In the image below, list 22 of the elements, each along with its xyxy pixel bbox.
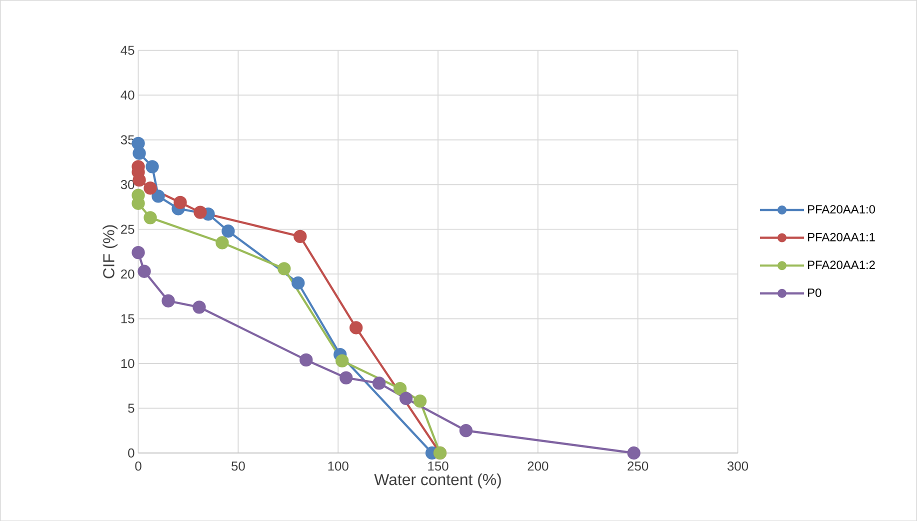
y-tick-label: 0 [128,448,134,458]
y-tick-label: 5 [128,404,134,413]
y-tick-label: 10 [121,358,134,368]
y-tick-label: 15 [121,314,134,324]
legend-label: PFA20AA1:1 [808,232,875,242]
y-tick-label: 40 [120,90,134,100]
x-tick-label: 150 [428,461,448,471]
y-tick-label: 45 [120,46,134,55]
x-tick-label: 200 [528,461,548,471]
y-tick-label: 25 [121,224,134,234]
y-axis-title: CIF (%) [102,225,118,278]
legend-label: P0 [808,288,822,297]
legend-label: PFA20AA1:0 [808,204,876,214]
x-tick-label: 100 [328,461,348,471]
y-tick-label: 30 [120,180,134,189]
x-tick-label: 50 [232,461,245,471]
legend-label: PFA20AA1:2 [808,260,875,269]
x-tick-label: 0 [135,461,142,471]
y-tick-label: 20 [121,269,134,278]
x-tick-label: 250 [628,461,648,471]
x-tick-label: 300 [727,461,748,471]
x-axis-title: Water content (%) [374,473,501,488]
